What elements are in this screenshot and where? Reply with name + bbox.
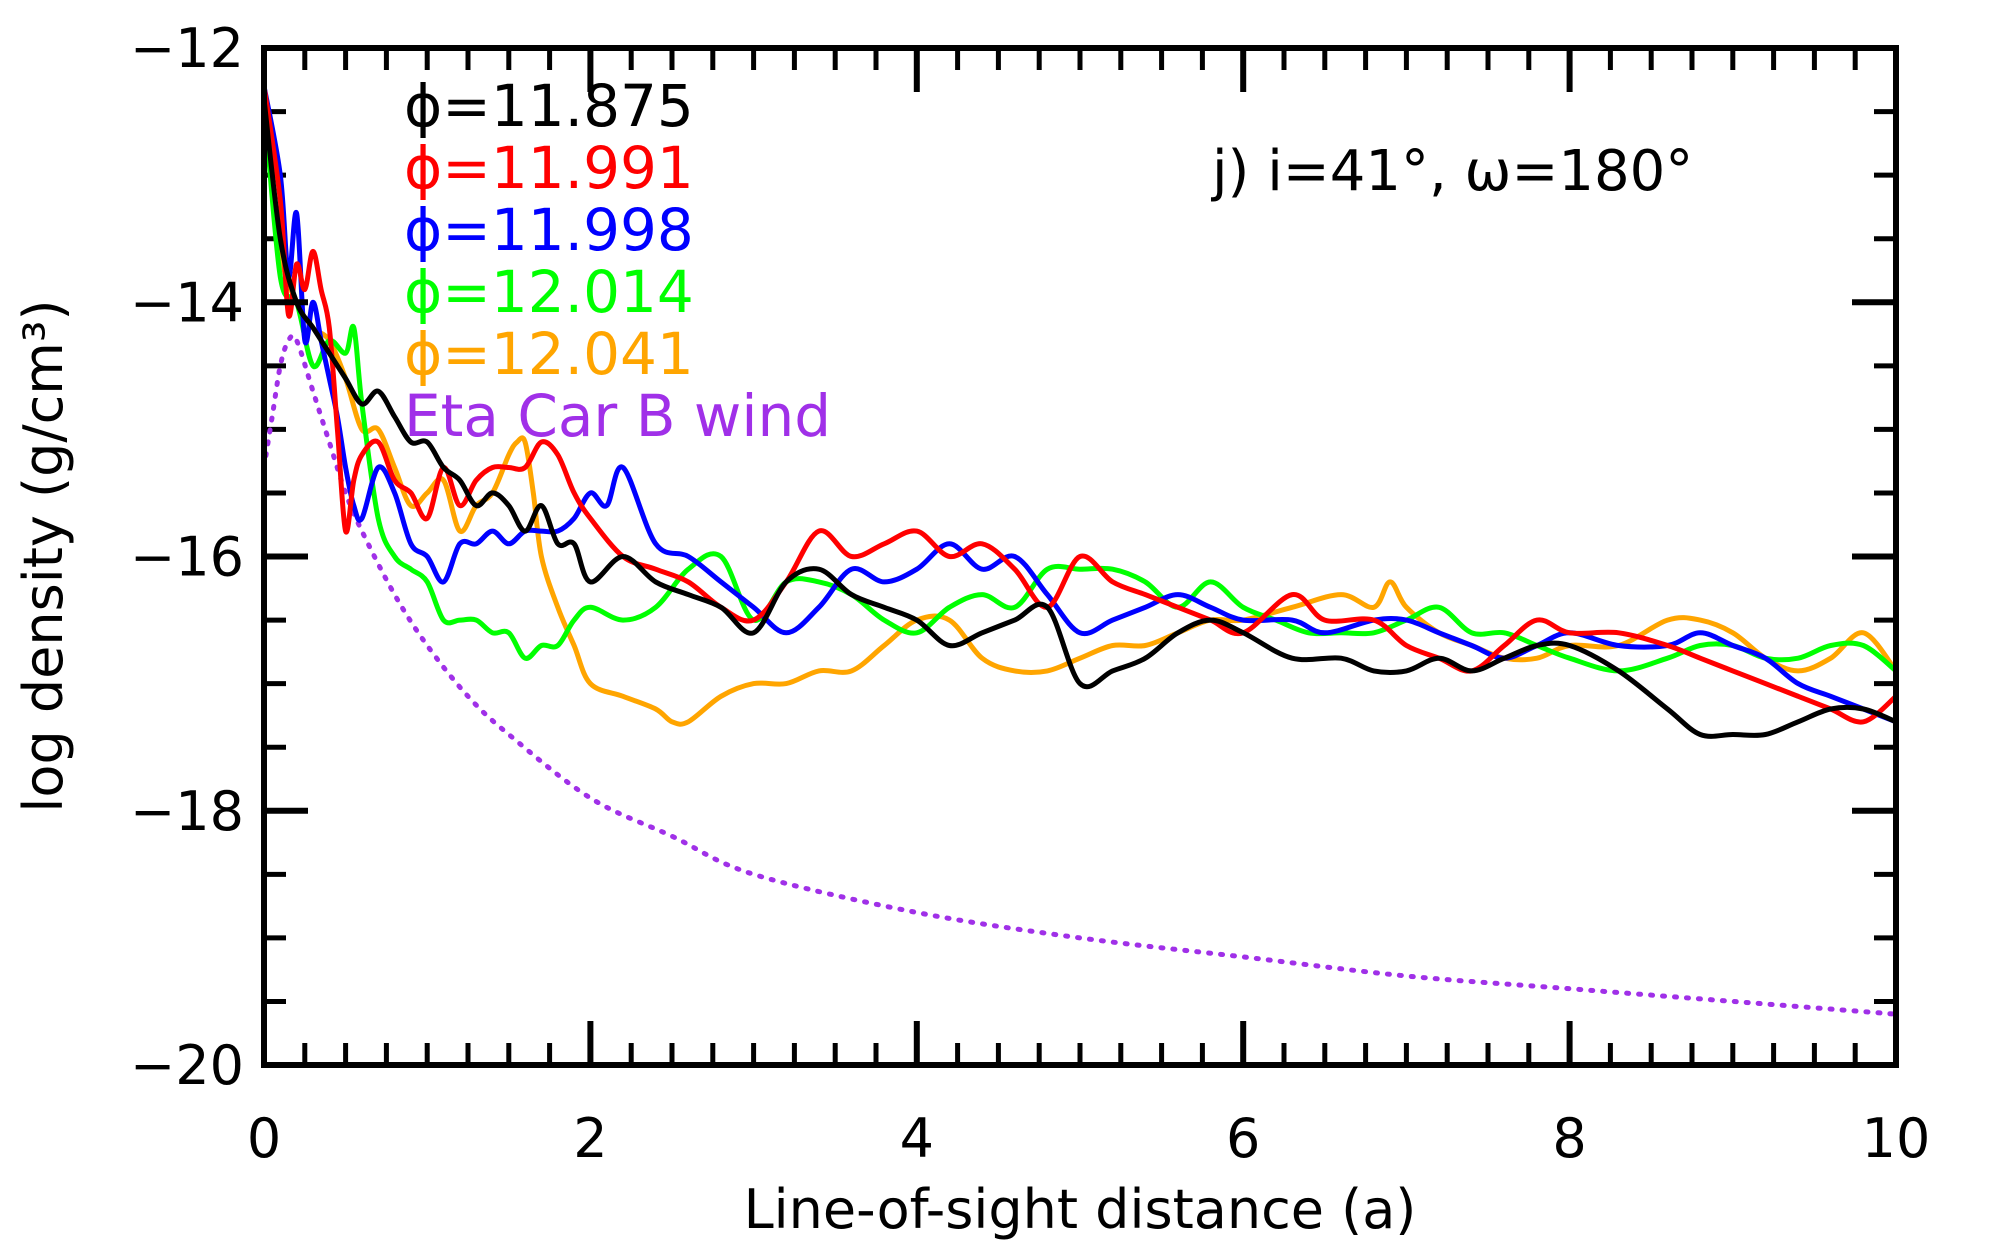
legend-entry-5: Eta Car B wind xyxy=(404,382,831,450)
x-tick-label: 4 xyxy=(900,1107,934,1170)
plot-lines xyxy=(264,83,1896,1017)
x-tick-labels: 0 2 4 6 8 10 xyxy=(247,1107,1931,1170)
legend-entry-2: ϕ=11.998 xyxy=(404,196,694,264)
series-line-0 xyxy=(264,96,1896,739)
x-tick-label: 0 xyxy=(247,1107,281,1170)
y-tick-label: −18 xyxy=(130,780,244,843)
minor-ticks xyxy=(264,48,1896,1065)
x-tick-label: 8 xyxy=(1552,1107,1586,1170)
x-axis-title: Line-of-sight distance (a) xyxy=(744,1178,1417,1241)
legend-entry-1: ϕ=11.991 xyxy=(404,134,694,202)
legend-entry-3: ϕ=12.014 xyxy=(404,258,694,326)
major-ticks xyxy=(261,45,1899,1068)
x-tick-label: 2 xyxy=(573,1107,607,1170)
series-line-5 xyxy=(264,333,1896,1017)
legend: ϕ=11.875ϕ=11.991ϕ=11.998ϕ=12.014ϕ=12.041… xyxy=(404,72,831,450)
x-tick-label: 6 xyxy=(1226,1107,1260,1170)
legend-entry-0: ϕ=11.875 xyxy=(404,72,694,140)
y-tick-labels: −20 −18 −16 −14 −12 xyxy=(130,17,244,1097)
y-tick-label: −16 xyxy=(130,526,244,589)
x-tick-label: 10 xyxy=(1862,1107,1931,1170)
y-tick-label: −20 xyxy=(130,1034,244,1097)
series-line-4 xyxy=(264,109,1896,727)
y-tick-label: −12 xyxy=(130,17,244,80)
panel-annotation: j) i=41°, ω=180° xyxy=(1210,139,1693,204)
y-tick-label: −14 xyxy=(130,271,244,334)
legend-entry-4: ϕ=12.041 xyxy=(404,320,694,388)
y-axis-title: log density (g/cm³) xyxy=(12,299,75,812)
